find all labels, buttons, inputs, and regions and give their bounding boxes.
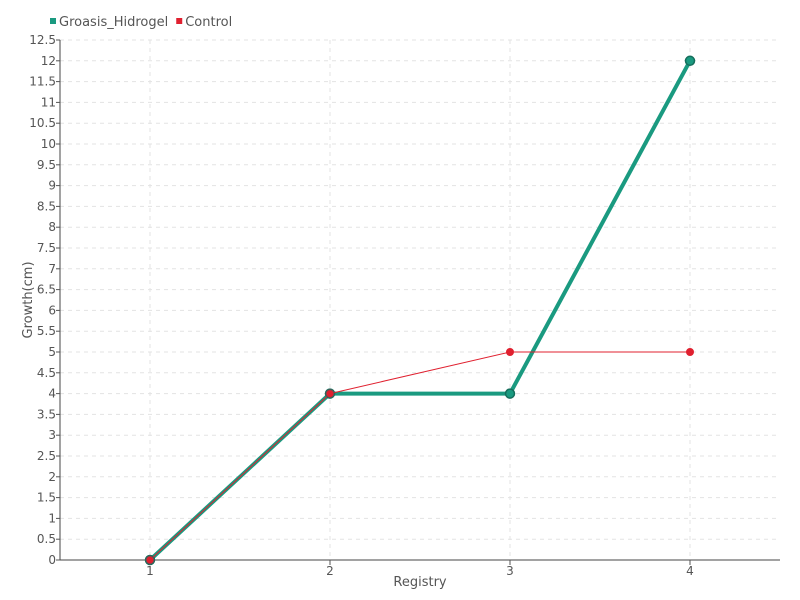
y-tick-label: 5 [48,345,56,359]
legend-item[interactable]: Control [176,15,232,30]
legend-item[interactable]: Groasis_Hidrogel [50,15,168,30]
y-tick-label: 12.5 [29,33,56,47]
point-control [325,389,335,399]
y-tick-label: 2.5 [37,449,56,463]
y-axis-ticks: 00.511.522.533.544.555.566.577.588.599.5… [29,33,60,567]
y-tick-label: 12 [41,54,56,68]
series-line-control [149,351,690,561]
y-tick-label: 10 [41,137,56,151]
point-groasis-hidrogel [684,55,696,67]
y-tick-label: 10.5 [29,116,56,130]
y-tick-label: 5.5 [37,324,56,338]
legend-label: Control [185,15,232,30]
y-tick-label: 9.5 [37,158,56,172]
y-tick-label: 0 [48,553,56,567]
y-tick-label: 11.5 [29,75,56,89]
y-tick-label: 0.5 [37,532,56,546]
legend-label: Groasis_Hidrogel [59,15,168,30]
y-tick-label: 3 [48,428,56,442]
y-tick-label: 6.5 [37,283,56,297]
point-groasis-hidrogel [504,388,516,399]
point-control [145,555,155,565]
x-tick-label: 4 [686,564,694,578]
x-tick-label: 3 [506,564,514,578]
y-tick-label: 1.5 [37,491,56,505]
axes [59,40,780,561]
legend[interactable]: Groasis_Hidrogel Control [50,15,232,30]
y-tick-label: 8 [48,220,56,234]
y-tick-label: 7.5 [37,241,56,255]
y-tick-label: 1 [48,511,56,525]
y-tick-label: 4.5 [37,366,56,380]
y-tick-label: 2 [48,470,56,484]
legend-swatch [176,18,183,24]
x-tick-label: 1 [146,564,154,578]
point-control [506,348,514,356]
point-control [686,348,694,356]
grid [60,39,780,560]
y-tick-label: 6 [48,303,56,317]
y-tick-label: 8.5 [37,199,56,213]
y-tick-label: 11 [41,95,56,109]
legend-swatch [50,18,56,24]
y-tick-label: 9 [48,179,56,193]
series-layer [144,55,696,566]
x-axis-title: Registry [393,575,447,590]
x-tick-label: 2 [326,564,334,578]
y-tick-label: 4 [48,387,56,401]
y-tick-label: 3.5 [37,407,56,421]
y-axis-title: Growth(cm) [21,261,36,338]
y-tick-label: 7 [48,262,56,276]
